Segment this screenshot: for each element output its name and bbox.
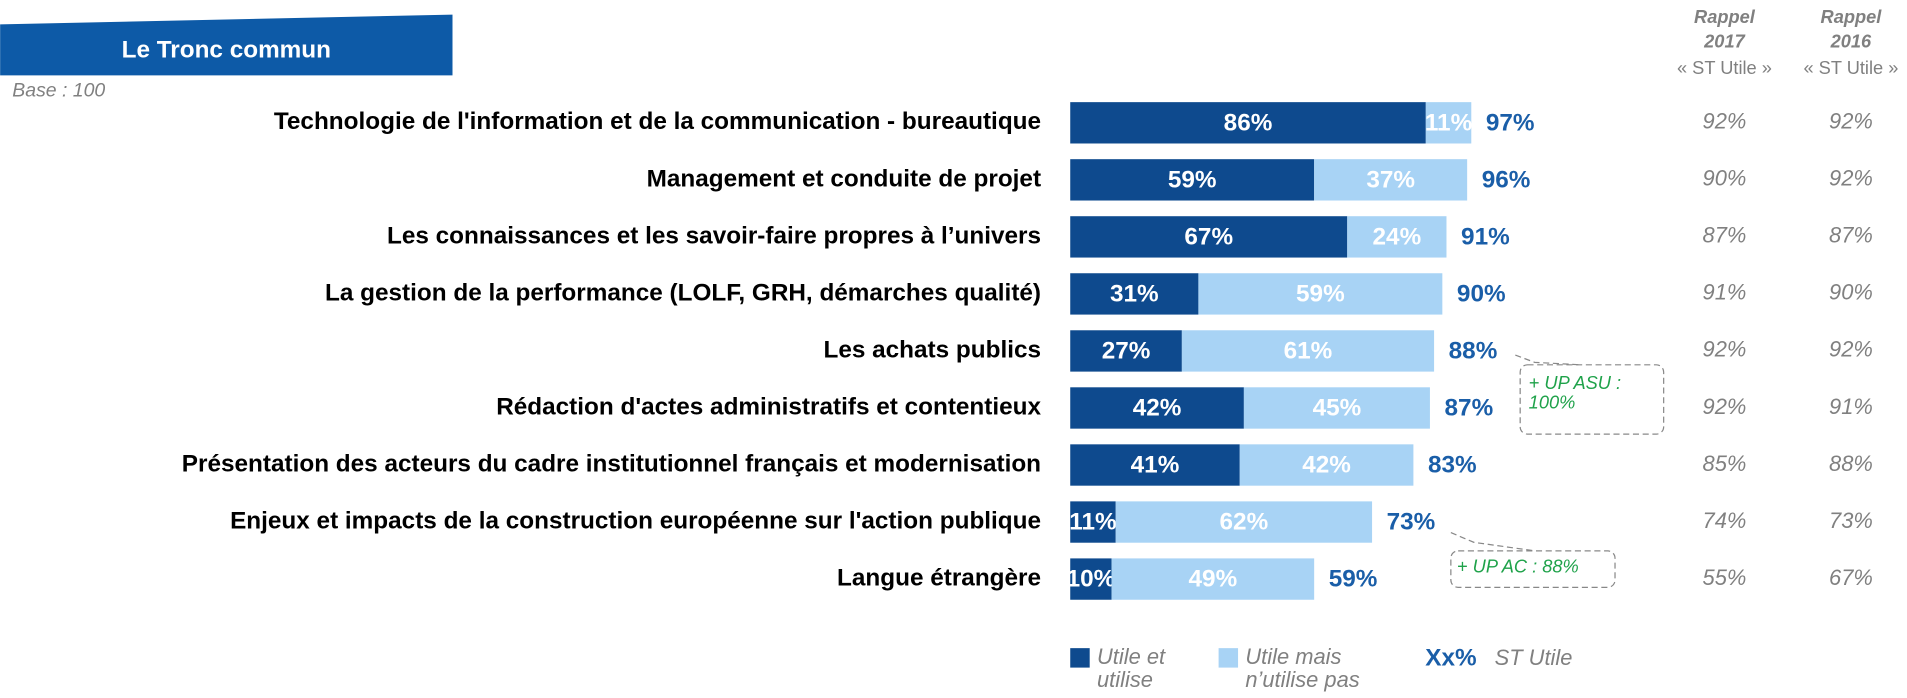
rappel-subtitle: « ST Utile » [1677, 57, 1772, 78]
annotation: + UP ASU : 100% [1528, 374, 1622, 414]
bar-segment [1070, 387, 1244, 429]
bar-segment [1347, 216, 1447, 258]
rappel-value: 88% [1829, 451, 1873, 476]
value-label: 59% [1296, 281, 1345, 308]
rappel-value: 92% [1703, 337, 1747, 362]
value-label: 62% [1220, 509, 1269, 536]
rappel-value: 92% [1703, 109, 1747, 134]
value-label: 11% [1425, 109, 1472, 136]
legend-total-name: ST Utile [1495, 645, 1573, 670]
bar-segment [1070, 558, 1112, 600]
bar-segment [1070, 102, 1426, 144]
rappel-subtitle: « ST Utile » [1803, 57, 1898, 78]
value-label: 59% [1168, 166, 1217, 193]
category-label: Management et conduite de projet [647, 165, 1041, 192]
legend-text: Utile et utilise [1096, 645, 1166, 692]
category-label: Présentation des acteurs du cadre instit… [182, 450, 1041, 477]
value-label: 37% [1366, 166, 1415, 193]
category-label: La gestion de la performance (LOLF, GRH,… [325, 279, 1041, 306]
annotation-text: + UP AC : 88% [1456, 558, 1579, 578]
rappel-value: 87% [1703, 223, 1747, 248]
rappel-value: 92% [1829, 337, 1873, 362]
bar-segment [1070, 273, 1199, 315]
value-label: 27% [1102, 338, 1151, 365]
value-label: 31% [1110, 281, 1159, 308]
rappel-value: 55% [1703, 565, 1747, 590]
rappel-value: 91% [1829, 394, 1873, 419]
rappel-value: 85% [1703, 451, 1747, 476]
value-label: 41% [1131, 452, 1180, 479]
bar-segment [1070, 444, 1240, 486]
annotation-text: + UP ASU : 100% [1528, 374, 1622, 414]
bar-segment [1314, 159, 1468, 201]
value-label: 24% [1373, 224, 1422, 251]
rappel-value: 91% [1703, 280, 1747, 305]
value-label: 67% [1184, 224, 1233, 251]
total-label: 59% [1329, 566, 1378, 593]
total-label: 88% [1449, 338, 1498, 365]
total-label: 97% [1486, 109, 1535, 136]
total-label: 87% [1445, 395, 1494, 422]
bar-segment [1070, 159, 1315, 201]
legend-total-sample: Xx% [1425, 645, 1476, 672]
legend-swatch [1070, 648, 1090, 668]
value-label: 49% [1189, 566, 1238, 593]
rappel-year: 2017 [1703, 30, 1745, 51]
total-label: 96% [1482, 166, 1531, 193]
bar-segment [1111, 558, 1315, 600]
value-label: 42% [1302, 452, 1351, 479]
rappel-value: 92% [1703, 394, 1747, 419]
value-label: 86% [1224, 109, 1273, 136]
annotation-connector [1450, 532, 1535, 552]
rappel-value: 92% [1829, 166, 1873, 191]
value-label: 61% [1284, 338, 1333, 365]
category-label: Enjeux et impacts de la construction eur… [230, 507, 1041, 534]
annotation-connector [1515, 354, 1582, 366]
rappel-value: 90% [1703, 166, 1747, 191]
bar-segment [1070, 216, 1348, 258]
bar-segment [1243, 387, 1430, 429]
legend-label: Utile et utilise [1096, 645, 1166, 692]
category-label: Les connaissances et les savoir-faire pr… [387, 222, 1041, 249]
rappel-value: 67% [1829, 565, 1873, 590]
rappel-title: Rappel [1694, 6, 1756, 27]
value-label: 42% [1133, 395, 1182, 422]
rappel-value: 73% [1829, 508, 1873, 533]
bar-segment [1070, 501, 1116, 543]
legend-text: Utile mais n’utilise pas [1245, 645, 1360, 692]
annotation-box [1519, 364, 1665, 435]
rappel-title: Rappel [1821, 6, 1883, 27]
legend-swatch [1218, 648, 1239, 668]
category-label: Technologie de l'information et de la co… [274, 108, 1041, 135]
bar-segment [1070, 330, 1182, 372]
rappel-value: 74% [1703, 508, 1747, 533]
value-label: 10% [1067, 566, 1116, 593]
total-label: 91% [1461, 224, 1510, 251]
subtitle: Base : 100 [12, 79, 105, 101]
bar-segment [1198, 273, 1443, 315]
rappel-value: 87% [1829, 223, 1873, 248]
value-label: 11% [1069, 509, 1116, 536]
category-label: Langue étrangère [837, 564, 1041, 591]
value-label: 45% [1313, 395, 1362, 422]
total-label: 73% [1387, 509, 1436, 536]
rappel-year: 2016 [1830, 30, 1872, 51]
legend-label: Utile mais n’utilise pas [1245, 645, 1360, 692]
annotation: + UP AC : 88% [1456, 558, 1579, 578]
category-label: Les achats publics [824, 336, 1042, 363]
title-banner [0, 14, 453, 76]
bar-segment [1239, 444, 1414, 486]
rappel-value: 90% [1829, 280, 1873, 305]
rappel-value: 92% [1829, 109, 1873, 134]
chart-title: Le Tronc commun [122, 36, 331, 63]
total-label: 83% [1428, 452, 1477, 479]
bar-segment [1425, 102, 1472, 144]
total-label: 90% [1457, 281, 1506, 308]
bar-segment [1181, 330, 1435, 372]
bar-segment [1115, 501, 1373, 543]
category-label: Rédaction d'actes administratifs et cont… [496, 393, 1041, 420]
